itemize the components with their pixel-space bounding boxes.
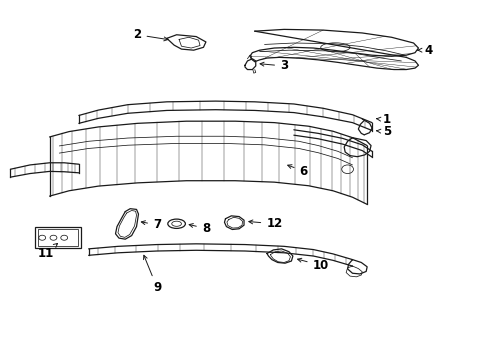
Text: 2: 2 bbox=[133, 28, 168, 41]
Bar bbox=[38, 229, 78, 246]
Text: 7: 7 bbox=[141, 218, 161, 231]
Bar bbox=[35, 227, 81, 248]
Text: 10: 10 bbox=[297, 258, 329, 272]
Text: 4: 4 bbox=[418, 44, 432, 57]
Text: 3: 3 bbox=[260, 59, 288, 72]
Text: 6: 6 bbox=[288, 165, 308, 177]
Text: 1: 1 bbox=[377, 113, 391, 126]
Text: 8: 8 bbox=[189, 222, 210, 235]
Text: 9: 9 bbox=[144, 255, 161, 294]
Text: 12: 12 bbox=[249, 217, 282, 230]
Text: 5: 5 bbox=[377, 125, 391, 138]
Text: 11: 11 bbox=[38, 243, 57, 260]
